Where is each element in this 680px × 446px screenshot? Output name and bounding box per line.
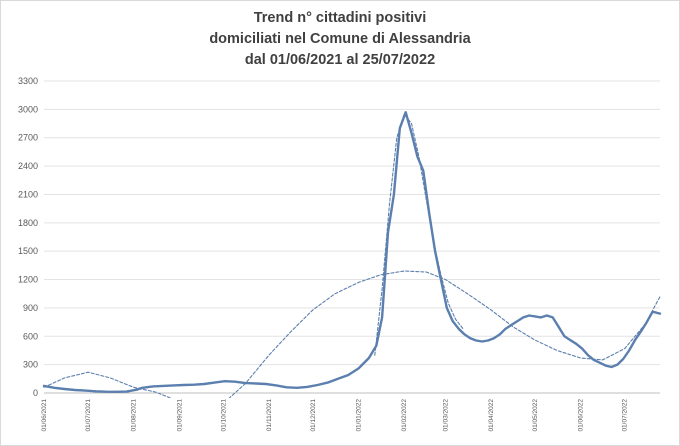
y-tick-label: 3000 xyxy=(18,104,38,114)
x-tick-label: 01/11/2021 xyxy=(266,399,273,431)
x-tick-label: 01/01/2022 xyxy=(356,399,363,432)
x-tick-label: 01/07/2022 xyxy=(622,399,629,432)
series-group xyxy=(42,111,662,398)
trendline-dashed-1 xyxy=(43,270,661,398)
chart-title-line-1: Trend n° cittadini positivi xyxy=(253,10,427,26)
x-tick-label: 01/04/2022 xyxy=(488,399,495,432)
x-tick-label: 01/07/2021 xyxy=(85,399,92,432)
y-axis-ticks: 0 300 600 900 1200 1500 1800 2100 2400 2700 3000 33… xyxy=(18,76,38,398)
y-tick-label: 1200 xyxy=(18,275,38,285)
y-tick-label: 3300 xyxy=(18,76,38,86)
y-tick-label: 900 xyxy=(23,303,38,313)
x-tick-label: 01/09/2021 xyxy=(176,399,183,432)
x-tick-label: 01/02/2022 xyxy=(401,399,408,432)
y-tick-label: 2400 xyxy=(18,161,38,171)
chart-title-line-3: dal 01/06/2021 al 25/07/2022 xyxy=(244,52,436,68)
chart-title-line-2: domiciliati nel Comune di Alessandria xyxy=(209,31,471,47)
x-tick-label: 01/08/2021 xyxy=(131,399,138,432)
x-tick-label: 01/12/2021 xyxy=(310,399,317,432)
y-tick-label: 2700 xyxy=(18,133,38,143)
chart-title: Trend n° cittadini positivi domiciliati … xyxy=(1,8,679,71)
y-tick-label: 1500 xyxy=(18,246,38,256)
y-tick-label: 300 xyxy=(23,360,38,370)
x-tick-label: 01/10/2021 xyxy=(220,399,227,432)
y-tick-label: 1800 xyxy=(18,218,38,228)
trendline-dashed-2 xyxy=(374,113,464,356)
gridlines xyxy=(44,80,660,394)
x-tick-label: 01/06/2021 xyxy=(41,399,48,432)
x-tick-label: 01/06/2022 xyxy=(578,399,585,432)
series-line-positivi xyxy=(42,111,662,393)
x-tick-label: 01/05/2022 xyxy=(532,399,539,432)
y-tick-label: 2100 xyxy=(18,189,38,199)
y-tick-label: 600 xyxy=(23,331,38,341)
x-axis-ticks: 01/06/2021 01/07/2021 01/08/2021 01/09/2021… xyxy=(41,399,629,432)
y-tick-label: 0 xyxy=(33,388,38,398)
x-tick-label: 01/03/2022 xyxy=(442,399,449,432)
